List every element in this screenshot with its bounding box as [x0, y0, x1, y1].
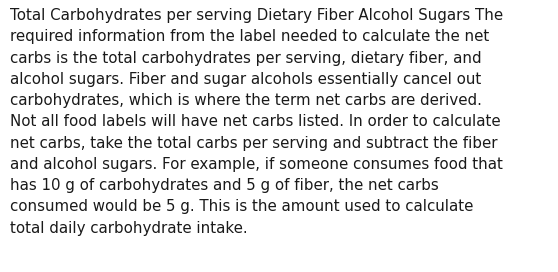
Text: Total Carbohydrates per serving Dietary Fiber Alcohol Sugars The
required inform: Total Carbohydrates per serving Dietary … — [10, 8, 503, 236]
